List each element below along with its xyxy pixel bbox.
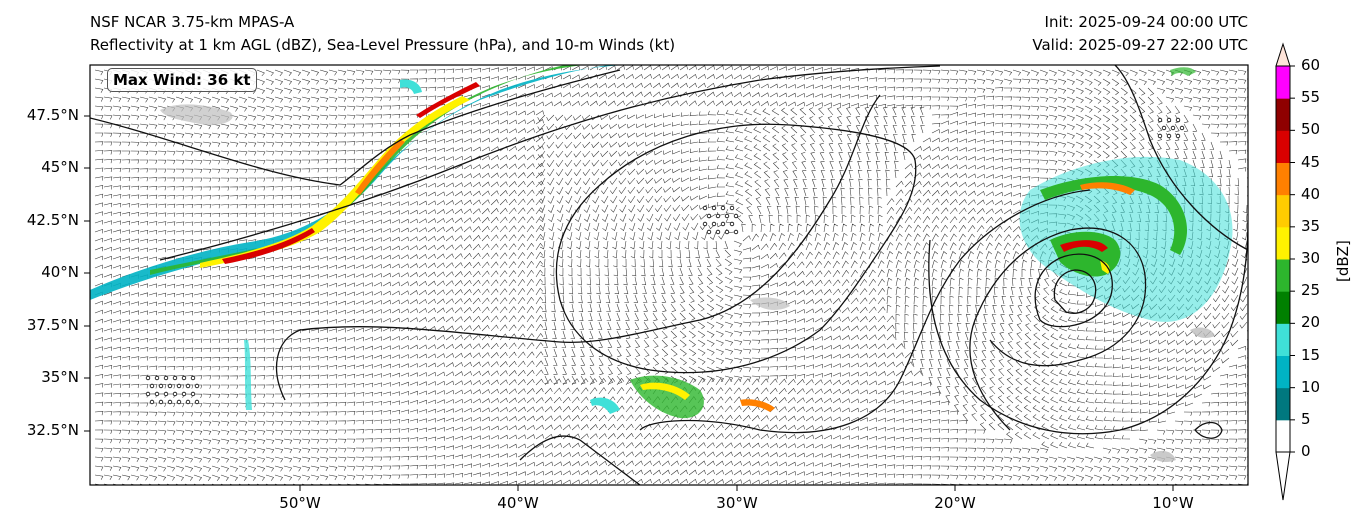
colorbar-segment [1276,130,1290,163]
colorbar-segment [1276,291,1290,324]
colorbar-segment [1276,259,1290,292]
colorbar-tick-label: 30 [1301,249,1321,267]
colorbar-tick-label: 20 [1301,313,1321,332]
max-wind-box: Max Wind: 36 kt [107,68,257,92]
colorbar-extend-min [1275,451,1291,501]
gray-precip-patches [160,104,1215,463]
colorbar-tick-label: 40 [1301,184,1321,203]
lon-label-30w: 30°W [716,494,758,512]
lat-label-32-5: 32.5°N [26,421,79,439]
colorbar-tick-label: 35 [1301,216,1321,235]
colorbar-segment [1276,98,1290,131]
axis-ticks [84,115,1174,491]
lon-label-50w: 50°W [279,494,321,512]
lat-label-47-5: 47.5°N [26,106,79,124]
colorbar-segment [1276,162,1290,196]
colorbar-segment [1276,226,1290,260]
colorbar-tick-label: 60 [1301,56,1321,74]
colorbar-segment [1276,66,1290,99]
colorbar-tick-label: 0 [1301,442,1311,460]
fields-title: Reflectivity at 1 km AGL (dBZ), Sea-Leve… [90,36,676,54]
colorbar-segment [1276,355,1290,389]
isobars [90,65,1248,485]
colorbar-segment [1276,323,1290,356]
colorbar-extend-max [1275,42,1291,67]
model-title: NSF NCAR 3.75-km MPAS-A [90,13,295,31]
lon-label-20w: 20°W [934,494,976,512]
colorbar-tick-label: 10 [1301,377,1321,396]
colorbar-segment [1276,387,1290,421]
colorbar-segment [1276,194,1290,228]
lat-label-37-5: 37.5°N [26,316,79,334]
map-content [90,65,1248,485]
lat-label-42-5: 42.5°N [26,211,79,229]
colorbar-tick-label: 5 [1301,409,1311,428]
colorbar-label: [dBZ] [1334,240,1352,282]
map-frame [89,64,1249,486]
lat-label-35: 35°N [41,368,79,386]
colorbar-tick-label: 55 [1301,88,1321,107]
reflectivity-south-cells [244,67,1196,419]
init-time: Init: 2025-09-24 00:00 UTC [1044,13,1248,31]
colorbar [1275,42,1295,501]
high-pressure-dots [145,117,1185,405]
colorbar-tick-label: 15 [1301,345,1321,364]
lon-label-10w: 10°W [1152,494,1194,512]
colorbar-tick-label: 45 [1301,152,1321,171]
colorbar-tick-label: 25 [1301,281,1321,300]
colorbar-segment [1276,419,1290,453]
lon-label-40w: 40°W [497,494,539,512]
lat-label-40: 40°N [41,263,79,281]
lat-label-45: 45°N [41,158,79,176]
colorbar-tick-label: 50 [1301,120,1321,139]
valid-time: Valid: 2025-09-27 22:00 UTC [1032,36,1248,54]
